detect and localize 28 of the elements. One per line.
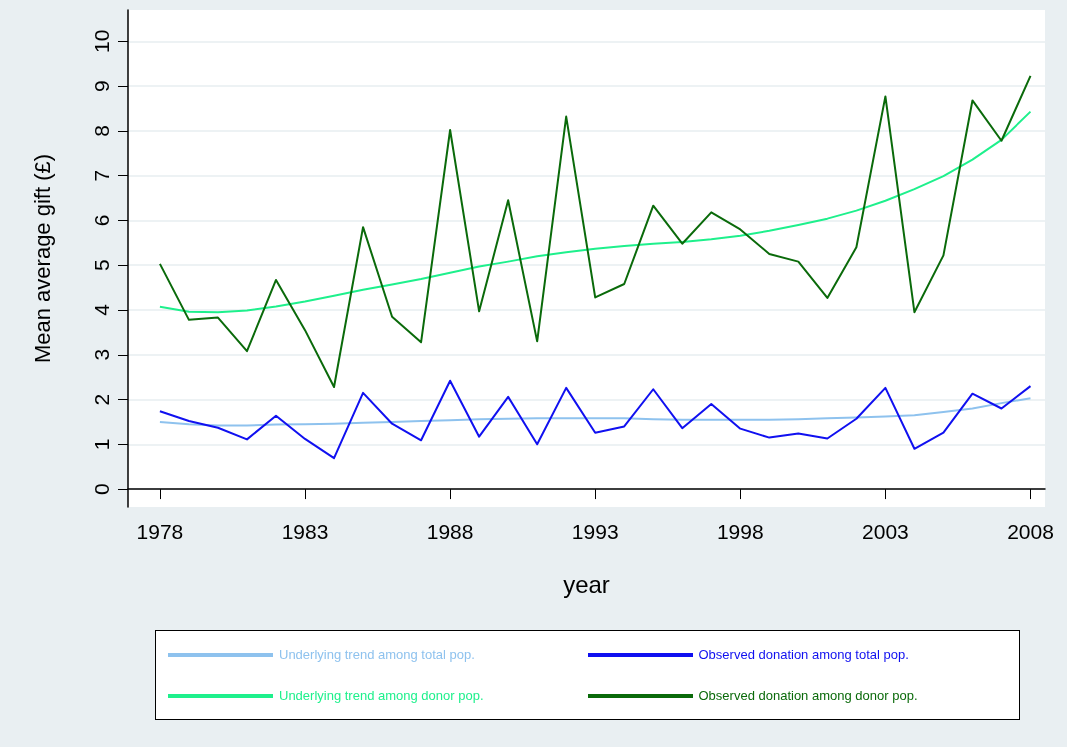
x-tick-label: 1993 <box>571 520 619 543</box>
line-series <box>158 397 1032 427</box>
y-tick-label: 9 <box>90 80 113 92</box>
y-tick-label: 5 <box>90 259 113 272</box>
text: Observed donation among total pop. <box>698 647 909 662</box>
y-tick-label: 2 <box>90 393 113 406</box>
text: Underlying trend among donor pop. <box>279 688 484 703</box>
y-axis-title: Mean average gift (£) <box>29 153 55 364</box>
text: Observed donation among donor pop. <box>698 688 918 703</box>
x-tick-label: 1988 <box>426 520 474 543</box>
line-series <box>158 110 1032 314</box>
x-tick-label: 1998 <box>716 520 764 543</box>
y-tick-label: 10 <box>90 29 113 54</box>
x-tick-label: 2003 <box>862 520 909 543</box>
x-tick-label: 2008 <box>1007 520 1054 543</box>
line-series <box>158 379 1032 460</box>
y-tick-label: 4 <box>90 303 113 316</box>
y-tick-label: 6 <box>90 214 113 227</box>
x-tick-label: 1983 <box>281 520 329 543</box>
y-tick-label: 3 <box>90 348 113 361</box>
x-tick-label: 1978 <box>136 520 184 543</box>
text: Underlying trend among total pop. <box>279 647 475 662</box>
y-tick-label: 1 <box>90 438 113 451</box>
y-tick-label: 0 <box>90 483 113 495</box>
y-tick-label: 8 <box>90 125 113 137</box>
line-series <box>158 74 1032 388</box>
x-axis-title: year <box>563 570 610 598</box>
y-tick-label: 7 <box>90 169 113 182</box>
